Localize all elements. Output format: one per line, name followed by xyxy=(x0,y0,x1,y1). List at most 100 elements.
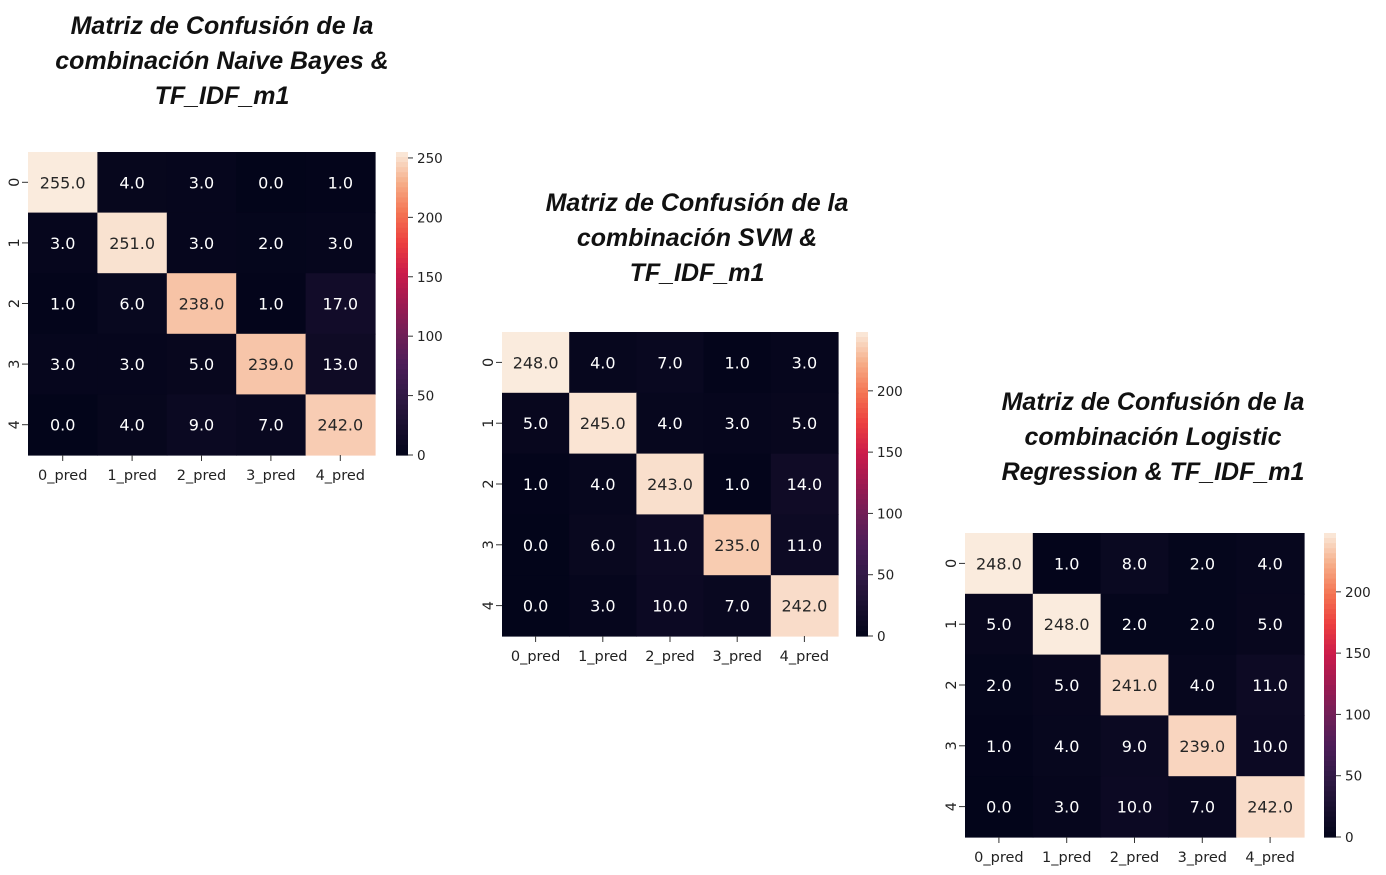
y-tick-label: 2 xyxy=(481,479,497,488)
colorbar-tick-label: 100 xyxy=(417,329,443,345)
heatmap-cell xyxy=(636,392,705,455)
colorbar-segment xyxy=(1324,659,1336,666)
colorbar-segment xyxy=(1324,755,1336,762)
cell-value-label: 4.0 xyxy=(590,475,615,494)
colorbar-segment xyxy=(856,605,868,612)
cell-value-label: 3.0 xyxy=(50,355,75,374)
colorbar-segment xyxy=(396,247,408,254)
cell-value-label: 248.0 xyxy=(513,353,559,372)
colorbar-tick-label: 50 xyxy=(1345,769,1362,785)
cell-value-label: 235.0 xyxy=(714,536,760,555)
colorbar-segment xyxy=(1324,735,1336,742)
colorbar-segment xyxy=(396,273,408,279)
colorbar-segment xyxy=(396,338,408,345)
heatmap-cell xyxy=(965,533,1034,595)
cell-value-label: 8.0 xyxy=(1122,554,1147,573)
colorbar-segment xyxy=(1324,679,1336,686)
x-tick-label: 3_pred xyxy=(246,468,295,484)
cell-value-label: 4.0 xyxy=(1190,676,1215,695)
colorbar-segment xyxy=(1324,624,1336,630)
colorbar-tick-label: 0 xyxy=(1345,830,1354,846)
colorbar-segment xyxy=(396,318,408,325)
colorbar-segment xyxy=(856,595,868,602)
colorbar-segment xyxy=(856,575,868,581)
x-tick-label: 2_pred xyxy=(1110,850,1159,866)
colorbar-segment xyxy=(1324,568,1336,575)
heatmap-cell xyxy=(569,392,637,455)
cell-value-label: 14.0 xyxy=(787,475,823,494)
cell-value-label: 5.0 xyxy=(986,615,1011,634)
cell-value-label: 3.0 xyxy=(1054,798,1079,817)
heatmap-cell xyxy=(1100,654,1169,716)
colorbar-segment xyxy=(396,172,408,178)
heatmap-cell xyxy=(965,654,1034,716)
colorbar-segment xyxy=(396,328,408,335)
colorbar-segment xyxy=(396,389,408,395)
colorbar-tick-label: 150 xyxy=(877,445,903,461)
colorbar-segment xyxy=(856,428,868,434)
colorbar-segment xyxy=(856,549,868,556)
colorbar-segment xyxy=(1324,543,1336,549)
heatmap-cell xyxy=(1032,533,1102,595)
heatmap-cell xyxy=(1168,593,1237,656)
chart-title-svm: Matriz de Confusión de la combinación SV… xyxy=(497,186,897,291)
heatmap-cell xyxy=(1168,776,1237,838)
colorbar-segment xyxy=(1324,603,1336,610)
colorbar-segment xyxy=(856,625,868,632)
colorbar-segment xyxy=(856,337,868,343)
heatmap-cell xyxy=(166,152,237,214)
heatmap-cell xyxy=(305,152,376,214)
heatmap-cell xyxy=(305,333,376,395)
cell-value-label: 251.0 xyxy=(109,234,155,253)
heatmap-cell xyxy=(770,392,839,455)
colorbar-segment xyxy=(396,278,408,284)
cell-value-label: 3.0 xyxy=(792,353,817,372)
x-tick-label: 2_pred xyxy=(645,649,694,665)
title-line: combinación SVM & xyxy=(576,224,818,252)
colorbar-segment xyxy=(396,253,408,259)
colorbar-segment xyxy=(1324,715,1336,722)
colorbar-segment xyxy=(1324,553,1336,559)
colorbar-segment xyxy=(396,167,408,173)
x-tick-label: 4_pred xyxy=(1245,850,1294,866)
cell-value-label: 248.0 xyxy=(1044,615,1090,634)
colorbar-segment xyxy=(396,192,408,199)
colorbar-segment xyxy=(396,359,408,365)
colorbar-segment xyxy=(1324,781,1336,787)
heatmap-cell xyxy=(1236,715,1305,777)
heatmap-cell xyxy=(965,593,1034,656)
colorbar-segment xyxy=(856,418,868,424)
colorbar-segment xyxy=(856,377,868,384)
colorbar-segment xyxy=(396,313,408,320)
colorbar-segment xyxy=(396,182,408,188)
heatmap-cell xyxy=(703,453,772,515)
colorbar-segment xyxy=(396,434,408,441)
cell-value-label: 255.0 xyxy=(40,173,86,192)
heatmap-cell xyxy=(1100,533,1169,595)
colorbar-segment xyxy=(1324,821,1336,828)
heatmap-cell xyxy=(569,514,637,576)
colorbar-segment xyxy=(856,413,868,419)
cell-value-label: 17.0 xyxy=(322,295,358,314)
heatmap-cell xyxy=(97,273,168,335)
colorbar-segment xyxy=(1324,644,1336,651)
colorbar-segment xyxy=(396,283,408,289)
heatmap-cell xyxy=(770,514,839,576)
colorbar-segment xyxy=(856,372,868,379)
cell-value-label: 242.0 xyxy=(317,416,363,435)
colorbar-segment xyxy=(856,458,868,465)
cell-value-label: 6.0 xyxy=(119,295,144,314)
colorbar-segment xyxy=(396,152,408,158)
heatmap-cell xyxy=(569,453,637,515)
cell-value-label: 243.0 xyxy=(647,475,693,494)
colorbar-tick-label: 50 xyxy=(417,389,434,405)
x-tick-label: 1_pred xyxy=(1042,850,1091,866)
cell-value-label: 4.0 xyxy=(1257,554,1282,573)
heatmap-cell xyxy=(236,152,307,214)
x-tick-label: 0_pred xyxy=(38,468,87,484)
colorbar-segment xyxy=(1324,558,1336,564)
cell-value-label: 0.0 xyxy=(50,416,75,435)
colorbar-segment xyxy=(1324,745,1336,752)
colorbar-segment xyxy=(1324,669,1336,676)
x-tick-label: 3_pred xyxy=(712,649,761,665)
